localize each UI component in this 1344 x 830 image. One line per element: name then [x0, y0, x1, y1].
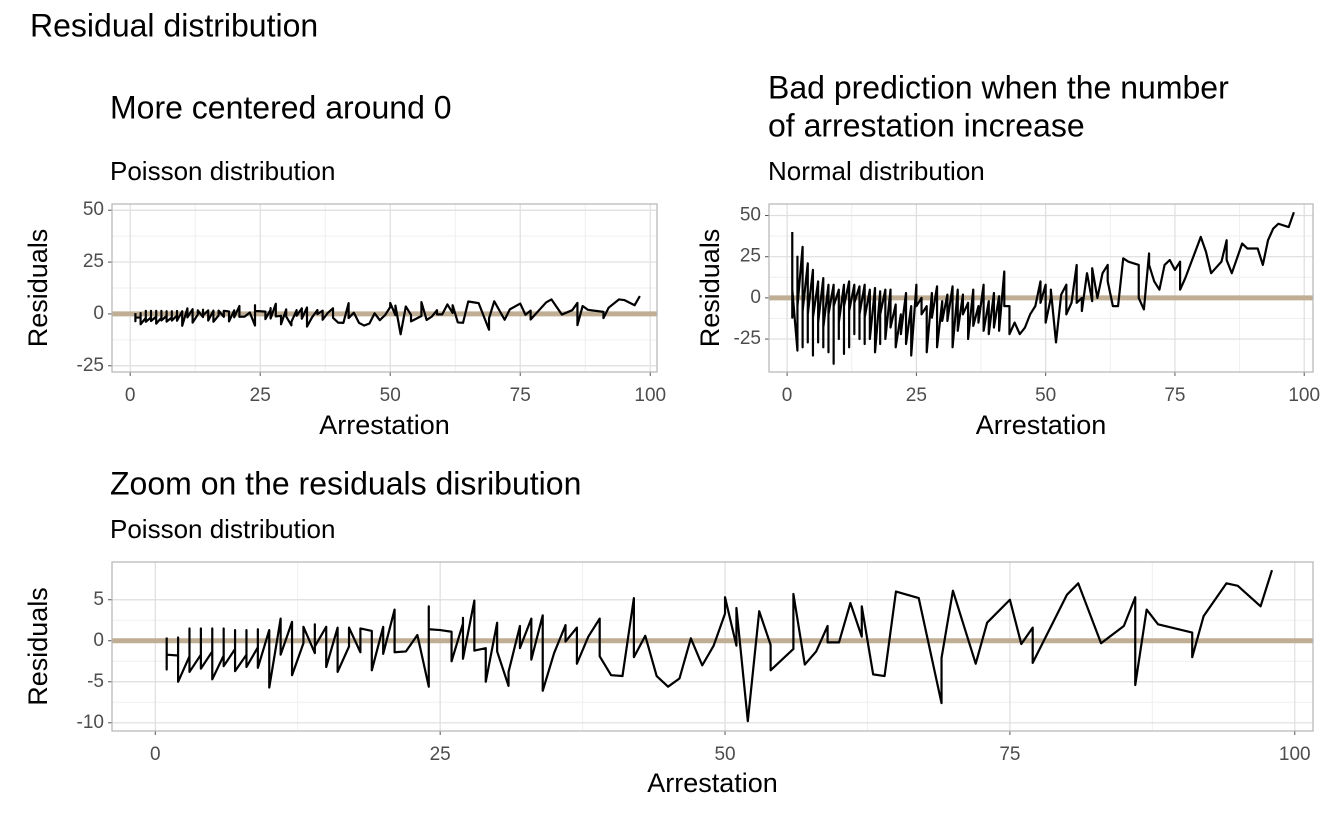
y-axis-label: Residuals [23, 229, 53, 348]
x-tick-label: 25 [906, 385, 927, 406]
x-tick-label: 0 [125, 385, 136, 406]
panel-title: of arrestation increase [768, 107, 1085, 143]
panel-title: More centered around 0 [110, 89, 452, 125]
x-tick-label: 50 [1035, 385, 1056, 406]
y-tick-label: 5 [93, 589, 104, 610]
y-tick-label: 0 [93, 630, 104, 651]
y-tick-label: -10 [77, 712, 104, 733]
residual-line [134, 295, 641, 336]
x-tick-label: 25 [250, 385, 271, 406]
residual-line [165, 569, 1274, 723]
panel-border [768, 203, 1314, 373]
y-tick-label: 25 [83, 251, 104, 272]
panel-border [111, 561, 1314, 732]
x-tick-label: 75 [510, 385, 531, 406]
y-tick-label: -25 [77, 355, 104, 376]
panel-border [111, 203, 658, 373]
x-tick-label: 100 [1288, 385, 1320, 406]
y-tick-label: 50 [740, 205, 761, 226]
x-tick-label: 50 [714, 744, 735, 765]
x-axis-label: Arrestation [647, 768, 778, 798]
panel-subtitle: Poisson distribution [110, 156, 335, 186]
x-tick-label: 0 [150, 744, 161, 765]
y-tick-label: 0 [93, 303, 104, 324]
y-tick-label: -5 [87, 671, 104, 692]
x-axis-label: Arrestation [319, 410, 450, 440]
x-tick-label: 75 [1164, 385, 1185, 406]
x-tick-label: 75 [999, 744, 1020, 765]
y-tick-label: -25 [734, 328, 761, 349]
y-tick-label: 50 [83, 199, 104, 220]
x-tick-label: 25 [430, 744, 451, 765]
y-axis-label: Residuals [23, 587, 53, 706]
y-tick-label: 25 [740, 246, 761, 267]
y-tick-label: 0 [750, 287, 761, 308]
panel-title: Zoom on the residuals disribution [110, 465, 581, 501]
x-tick-label: 50 [380, 385, 401, 406]
y-axis-label: Residuals [695, 229, 725, 348]
residual-line [791, 211, 1295, 365]
x-axis-label: Arrestation [976, 410, 1107, 440]
x-tick-label: 100 [1279, 744, 1311, 765]
panel-subtitle: Poisson distribution [110, 514, 335, 544]
x-tick-label: 100 [634, 385, 666, 406]
x-tick-label: 0 [782, 385, 793, 406]
panel-subtitle: Normal distribution [768, 156, 985, 186]
panel-title: Bad prediction when the number [768, 69, 1229, 105]
figure-title: Residual distribution [30, 7, 318, 43]
